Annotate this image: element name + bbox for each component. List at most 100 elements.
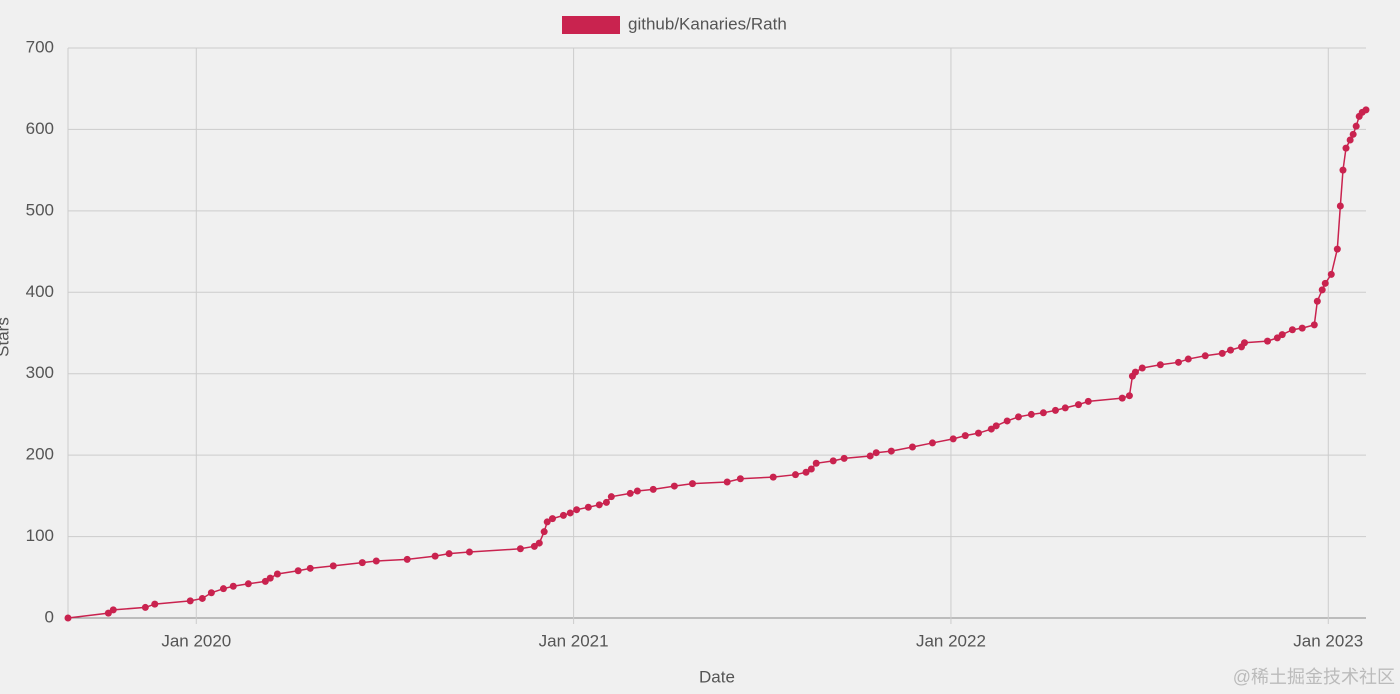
point [1336,202,1344,210]
point [1156,361,1164,369]
point [1310,321,1318,329]
point [358,559,366,567]
point [584,503,592,511]
y-tick-label: 700 [26,37,54,56]
point [207,589,215,597]
point [573,506,581,514]
point [829,457,837,465]
point [1333,245,1341,253]
point [372,557,380,565]
point [1014,413,1022,421]
point [1201,352,1209,360]
point [1278,331,1286,339]
point [688,480,696,488]
y-axis-label: Stars [0,317,12,357]
point [540,528,548,536]
point [198,594,206,602]
point [649,485,657,493]
point [186,597,194,605]
point [1264,337,1272,345]
point [802,468,810,476]
point [1321,279,1329,287]
point [306,564,314,572]
x-tick-label: Jan 2022 [916,631,986,650]
point [431,552,439,560]
point [1318,286,1326,294]
y-tick-label: 200 [26,445,54,464]
point [1003,417,1011,425]
point [1342,144,1350,152]
point [992,422,1000,430]
point [1118,394,1126,402]
point [607,493,615,501]
point [1288,326,1296,334]
point [974,429,982,437]
point [445,550,453,558]
point [244,580,252,588]
point [1184,355,1192,363]
point [633,487,641,495]
y-tick-label: 100 [26,526,54,545]
point [1241,339,1249,347]
point [535,539,543,547]
point [548,515,556,523]
point [229,582,237,590]
point [1327,270,1335,278]
point [566,509,574,517]
point [1039,409,1047,417]
point [908,443,916,451]
x-tick-label: Jan 2021 [539,631,609,650]
point [465,548,473,556]
point [626,489,634,497]
point [1051,406,1059,414]
y-tick-label: 600 [26,119,54,138]
point [595,501,603,509]
point [516,545,524,553]
x-tick-label: Jan 2020 [161,631,231,650]
point [294,567,302,575]
point [791,471,799,479]
point [807,465,815,473]
point [1349,130,1357,138]
point [1298,324,1306,332]
point [1362,106,1370,114]
point [769,473,777,481]
point [1346,136,1354,144]
point [928,439,936,447]
point [1218,349,1226,357]
point [866,452,874,460]
point [543,518,551,526]
y-tick-label: 500 [26,200,54,219]
point [1339,166,1347,174]
x-axis-label: Date [699,667,735,686]
point [670,482,678,490]
point [1061,404,1069,412]
y-tick-label: 400 [26,282,54,301]
point [329,562,337,570]
point [559,511,567,519]
point [812,459,820,467]
point [872,449,880,457]
point [1352,122,1360,130]
point [64,614,72,622]
point [266,574,274,582]
point [1174,358,1182,366]
point [1125,392,1133,400]
watermark: @稀土掘金技术社区 [1233,667,1395,687]
point [736,475,744,483]
point [1084,397,1092,405]
point [1131,368,1139,376]
point [1074,401,1082,409]
legend-label: github/Kanaries/Rath [628,14,787,33]
point [887,447,895,455]
x-tick-label: Jan 2023 [1293,631,1363,650]
point [961,432,969,440]
point [273,570,281,578]
point [109,606,117,614]
point [151,600,159,608]
point [141,603,149,611]
point [1138,364,1146,372]
point [602,498,610,506]
